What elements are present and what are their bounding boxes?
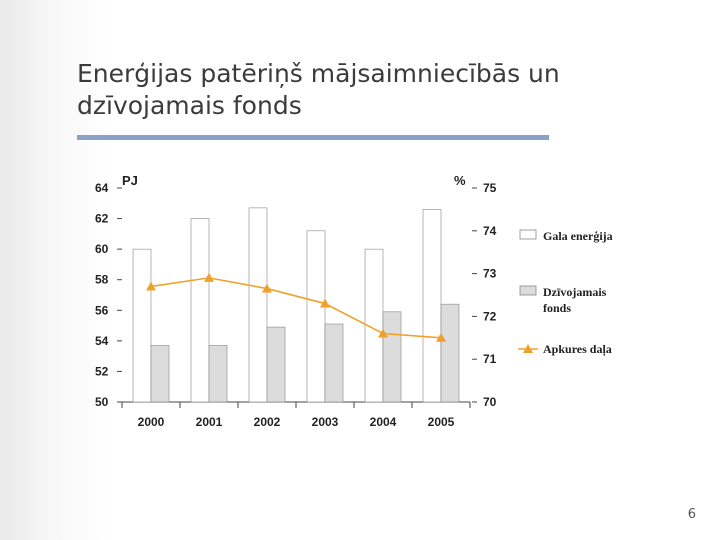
x-axis-tick-label: 2005 bbox=[428, 415, 455, 429]
left-axis-tick-label: 58 bbox=[95, 273, 109, 287]
left-axis-label: PJ bbox=[122, 173, 138, 188]
legend-swatch-gala-energija bbox=[519, 229, 537, 240]
bar-gala-energija bbox=[248, 207, 268, 403]
legend-label-gala-energija: Gala enerģija bbox=[543, 229, 613, 243]
slide-title: Enerģijas patēriņš mājsaimniecībās un dz… bbox=[77, 58, 637, 122]
right-axis-tick-label: 74 bbox=[483, 224, 497, 238]
legend-marker-apkures-dala bbox=[523, 344, 533, 353]
title-line-1: Enerģijas patēriņš mājsaimniecībās un bbox=[77, 59, 560, 88]
title-line-2: dzīvojamais fonds bbox=[77, 91, 302, 120]
page-number: 6 bbox=[687, 507, 696, 522]
title-divider bbox=[77, 135, 549, 140]
left-axis-tick-label: 54 bbox=[95, 334, 109, 348]
right-axis-tick-label: 70 bbox=[483, 395, 497, 409]
point-apkures-dala bbox=[262, 283, 272, 293]
bar-dzivojamais-fonds bbox=[324, 323, 344, 403]
left-axis-tick-label: 64 bbox=[95, 181, 109, 195]
right-axis-tick-label: 73 bbox=[483, 267, 497, 281]
x-axis-tick-label: 2001 bbox=[196, 415, 223, 429]
legend-label-dzivojamais-fonds-1: Dzīvojamais bbox=[543, 285, 607, 299]
left-axis-tick-label: 52 bbox=[95, 364, 109, 378]
legend-label-dzivojamais-fonds-2: fonds bbox=[543, 301, 571, 315]
right-axis-tick-label: 75 bbox=[483, 181, 497, 195]
point-apkures-dala bbox=[436, 332, 446, 342]
x-axis-tick-label: 2002 bbox=[254, 415, 281, 429]
x-axis-tick-label: 2004 bbox=[370, 415, 397, 429]
left-axis-tick-label: 56 bbox=[95, 303, 109, 317]
bar-gala-energija bbox=[132, 248, 152, 403]
bar-dzivojamais-fonds bbox=[208, 345, 228, 403]
bar-dzivojamais-fonds bbox=[266, 326, 286, 403]
point-apkures-dala bbox=[146, 281, 156, 291]
bar-dzivojamais-fonds bbox=[150, 345, 170, 403]
point-apkures-dala bbox=[204, 272, 214, 282]
point-apkures-dala bbox=[378, 328, 388, 338]
bar-gala-energija bbox=[190, 218, 210, 403]
x-axis-tick-label: 2003 bbox=[312, 415, 339, 429]
bar-gala-energija bbox=[422, 209, 442, 403]
left-axis-tick-label: 60 bbox=[95, 242, 109, 256]
point-apkures-dala bbox=[320, 298, 330, 308]
bar-gala-energija bbox=[306, 230, 326, 403]
left-axis-tick-label: 50 bbox=[95, 395, 109, 409]
line-apkures-dala bbox=[150, 277, 442, 339]
bar-dzivojamais-fonds bbox=[440, 303, 460, 403]
right-axis-tick-label: 71 bbox=[483, 352, 497, 366]
legend-label-apkures-dala: Apkures daļa bbox=[543, 342, 612, 357]
bar-dzivojamais-fonds bbox=[382, 311, 402, 403]
left-axis-tick-label: 62 bbox=[95, 212, 109, 226]
right-axis-tick-label: 72 bbox=[483, 309, 497, 323]
x-axis-tick-label: 2000 bbox=[138, 415, 165, 429]
legend-swatch-dzivojamais-fonds bbox=[519, 285, 537, 296]
right-axis-label: % bbox=[454, 173, 466, 188]
